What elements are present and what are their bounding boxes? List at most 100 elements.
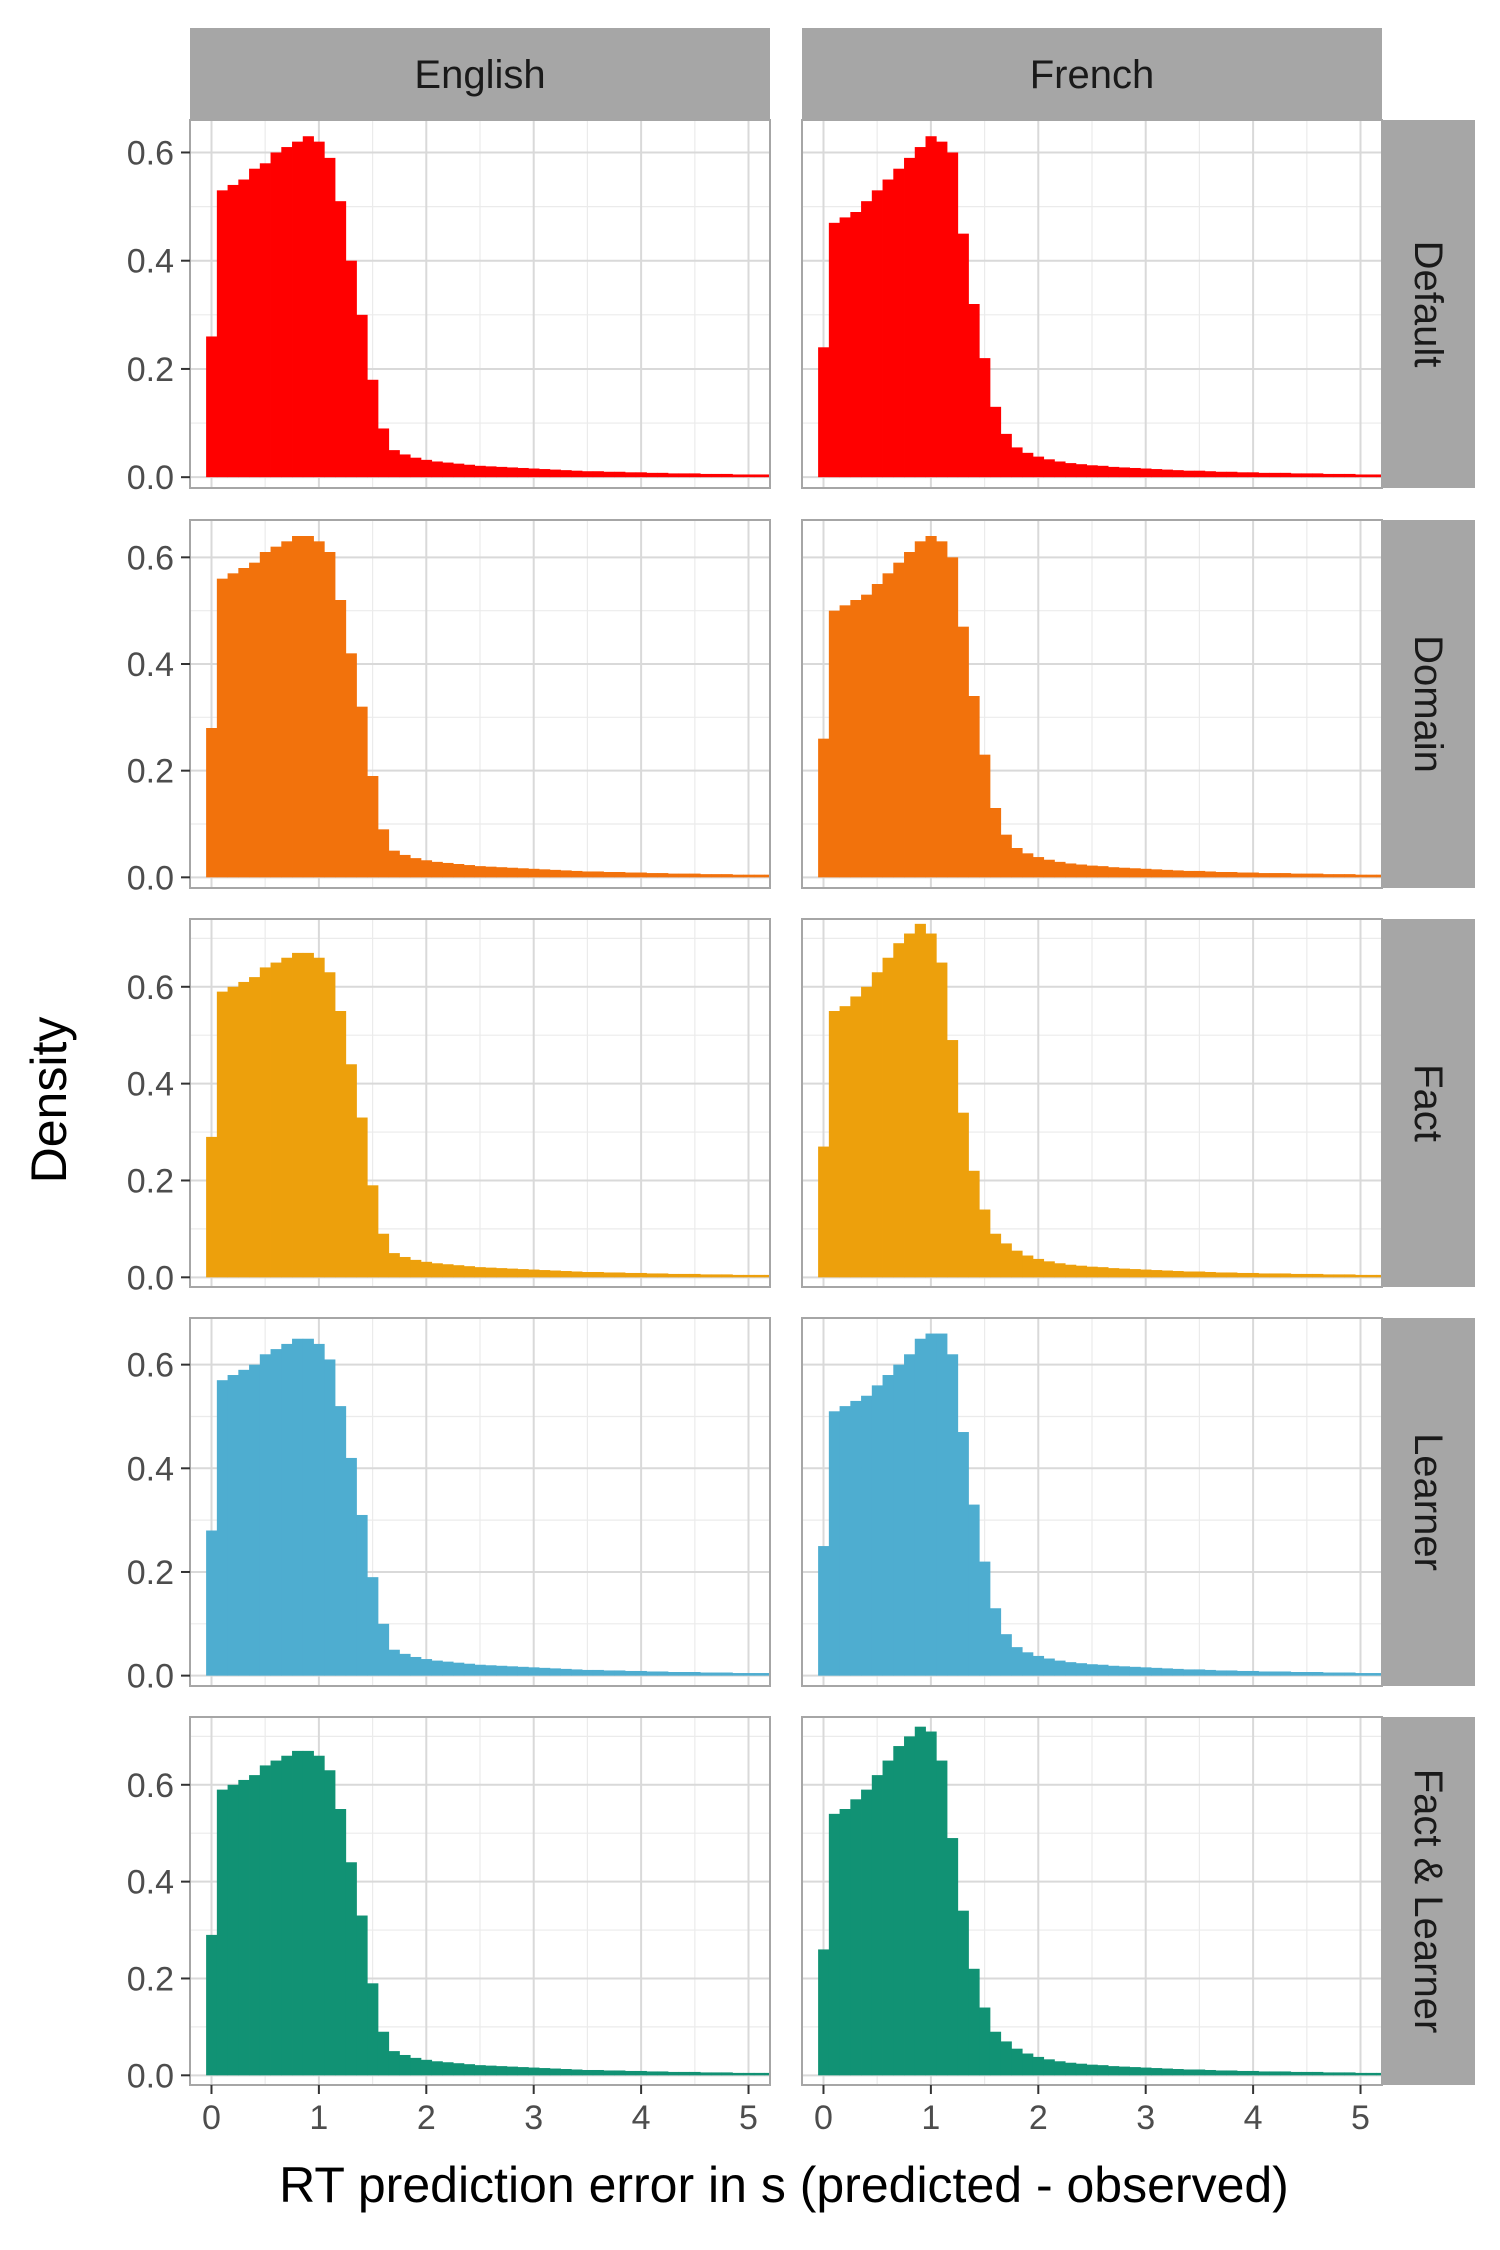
histogram-bar	[1151, 2068, 1163, 2076]
histogram-bar	[1376, 1274, 1382, 1278]
histogram-bar	[335, 1011, 347, 1278]
histogram-bar	[442, 1661, 454, 1676]
histogram-bar	[582, 871, 594, 878]
histogram-bar	[603, 1272, 615, 1278]
histogram-bar	[485, 466, 497, 478]
histogram-bar	[743, 474, 755, 478]
histogram-bar	[818, 1949, 830, 2076]
histogram-bar	[281, 1343, 293, 1676]
histogram-bar	[1269, 2071, 1281, 2076]
histogram-bar	[367, 1983, 379, 2076]
histogram-bar	[979, 754, 991, 878]
histogram-bar	[1290, 873, 1302, 878]
histogram-bar	[1172, 470, 1184, 478]
histogram-bar	[345, 1064, 357, 1278]
histogram-bar	[431, 1660, 443, 1676]
histogram-bar	[442, 862, 454, 878]
histogram-bar	[700, 473, 712, 478]
histogram-bar	[1215, 2070, 1227, 2076]
histogram-bar	[1086, 2064, 1098, 2076]
y-tick-label: 0.4	[127, 646, 174, 684]
histogram-bar	[1075, 864, 1088, 878]
x-tick-label: 4	[632, 2099, 651, 2137]
histogram-bar	[1172, 2069, 1184, 2076]
histogram-bar	[914, 541, 926, 878]
histogram-bar	[1161, 469, 1173, 478]
histogram-bar	[1376, 474, 1382, 478]
histogram-bar	[893, 1746, 905, 2076]
histogram-bar	[528, 1667, 540, 1676]
histogram-bars	[818, 536, 1382, 878]
y-tick-label: 0.4	[127, 1066, 174, 1104]
histogram-bars	[206, 536, 770, 878]
histogram-bar	[1097, 1267, 1109, 1278]
histogram-bar	[345, 653, 357, 878]
histogram-bar	[335, 1406, 347, 1676]
histogram-bar	[936, 541, 948, 878]
histogram-bar	[1011, 1250, 1023, 1278]
histogram-bar	[410, 1259, 422, 1278]
histogram-bar	[313, 957, 325, 1278]
histogram-bar	[1376, 874, 1382, 878]
histogram-bar	[1322, 1274, 1335, 1278]
histogram-bar	[839, 1006, 851, 1278]
histogram-bar	[1000, 834, 1012, 878]
histogram-bar	[1344, 473, 1356, 478]
histogram-bar	[1097, 1664, 1109, 1676]
histogram-bar	[925, 1333, 937, 1676]
histogram-bar	[1108, 466, 1120, 478]
panel-domain-english	[189, 519, 771, 889]
histogram-bar	[1161, 1270, 1173, 1278]
histogram-bar	[1054, 2061, 1066, 2076]
histogram-bar	[764, 874, 770, 878]
histogram-bar	[302, 1750, 314, 2076]
histogram-bar	[453, 463, 465, 478]
histogram-bar	[249, 1775, 261, 2076]
histogram-bar	[1290, 1672, 1302, 1676]
histogram-bar	[914, 923, 926, 1278]
histogram-bar	[850, 1400, 862, 1676]
histogram-bar	[410, 1656, 422, 1676]
histogram-bar	[689, 473, 701, 478]
histogram-bar	[989, 2031, 1002, 2076]
histogram-bar	[839, 1809, 851, 2076]
histogram-bar	[1365, 1274, 1378, 1278]
histogram-bar	[388, 1649, 400, 1676]
histogram-bar	[496, 2066, 508, 2076]
histogram-bar	[957, 626, 969, 878]
histogram-bar	[1118, 467, 1130, 478]
histogram-bar	[1129, 2067, 1141, 2076]
histogram-bar	[324, 1359, 336, 1676]
histogram-bar	[399, 854, 411, 878]
histogram-bar	[582, 2069, 594, 2076]
histogram-bar	[1065, 2062, 1077, 2076]
histogram-bar	[646, 1671, 658, 1676]
histogram-bar	[1000, 433, 1012, 478]
x-tick-label: 0	[202, 2099, 221, 2137]
histogram-bar	[603, 2070, 615, 2076]
histogram-bar	[1129, 1666, 1141, 1676]
row-strip-fact-learner: Fact & Learner	[1383, 1717, 1475, 2085]
histogram-bar	[238, 1779, 250, 2076]
histogram-bar	[1172, 870, 1184, 878]
histogram-bar	[324, 1770, 336, 2076]
histogram-bar	[667, 1672, 680, 1676]
histogram-bar	[431, 1263, 443, 1278]
histogram-bar	[517, 1269, 529, 1278]
histogram-bar	[582, 1271, 594, 1278]
histogram-bar	[753, 874, 766, 878]
histogram-bar	[420, 1261, 433, 1278]
histogram-bar	[216, 991, 228, 1278]
panel-default-english	[189, 119, 771, 489]
histogram-bar	[1065, 463, 1077, 478]
histogram-bar	[539, 469, 551, 478]
histogram-bar	[345, 260, 357, 478]
histogram-bar	[1011, 1647, 1023, 1676]
histogram-bar	[356, 1514, 368, 1676]
row-strip-label: Fact & Learner	[1406, 1769, 1450, 2034]
histogram-bar	[700, 1672, 712, 1676]
histogram-bar	[667, 1273, 680, 1278]
y-tick-label: 0.6	[127, 1347, 174, 1385]
histogram-bar	[249, 562, 261, 878]
histogram-bar	[367, 776, 379, 878]
